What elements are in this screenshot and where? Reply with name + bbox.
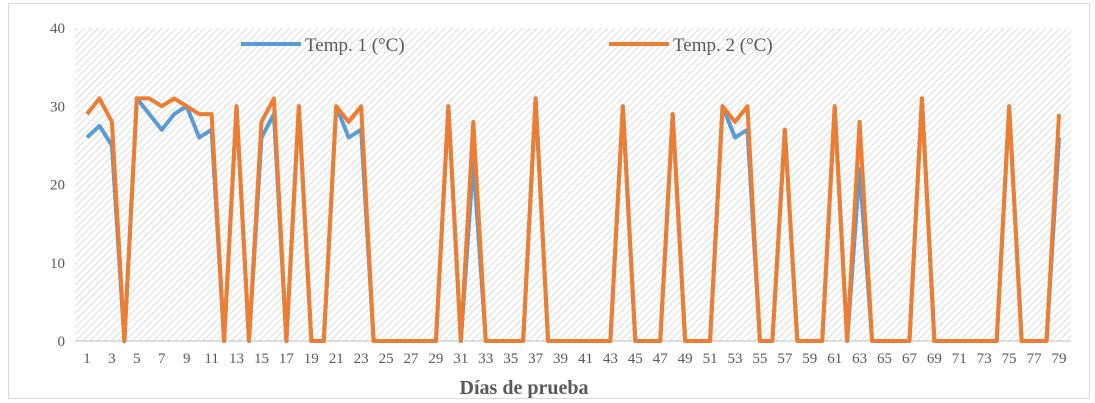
- x-tick-label: 27: [404, 351, 420, 367]
- x-tick-label: 45: [628, 351, 643, 367]
- x-tick-label: 43: [603, 351, 618, 367]
- plot-area: [75, 28, 1071, 341]
- x-tick-label: 23: [354, 351, 369, 367]
- x-tick-label: 17: [279, 351, 295, 367]
- x-tick-label: 53: [728, 351, 743, 367]
- x-tick-label: 19: [304, 351, 319, 367]
- y-tick-label: 40: [50, 21, 65, 37]
- x-axis: 1 3 5 7 9 11 13 15 17 19 21 23 25 27 29 31 33 35 37 39 41 43 4…: [75, 340, 1071, 367]
- x-tick-label: 7: [158, 351, 166, 367]
- x-tick-label: 71: [952, 351, 967, 367]
- legend-label-temp2: Temp. 2 (°C): [673, 35, 773, 56]
- x-tick-label: 1: [83, 351, 91, 367]
- x-tick-label: 35: [503, 351, 518, 367]
- x-tick-label: 49: [678, 351, 693, 367]
- x-tick-label: 47: [653, 351, 669, 367]
- y-tick-label: 30: [50, 99, 65, 115]
- chart-frame: 0 10 20 30 40 1 3 5 7 9 11 13 15 17 19 21 23 25 27 29 31 33 3…: [8, 3, 1090, 399]
- y-tick-label: 20: [50, 178, 65, 194]
- legend-label-temp1: Temp. 1 (°C): [305, 35, 405, 56]
- x-tick-label: 67: [902, 351, 918, 367]
- x-tick-label: 25: [379, 351, 394, 367]
- x-tick-label: 5: [133, 351, 141, 367]
- x-tick-label: 39: [553, 351, 568, 367]
- x-tick-label: 73: [977, 351, 992, 367]
- y-tick-label: 0: [58, 334, 66, 350]
- x-tick-label: 15: [254, 351, 269, 367]
- x-tick-label: 61: [827, 351, 842, 367]
- x-tick-label: 65: [877, 351, 892, 367]
- x-tick-label: 37: [528, 351, 544, 367]
- x-tick-label: 77: [1027, 351, 1043, 367]
- x-tick-label: 55: [752, 351, 767, 367]
- x-tick-label: 63: [852, 351, 867, 367]
- series-layer: [85, 96, 1061, 343]
- x-axis-title: Días de prueba: [460, 377, 589, 398]
- x-tick-label: 21: [329, 351, 344, 367]
- x-tick-label: 59: [802, 351, 817, 367]
- x-tick-label: 79: [1052, 351, 1067, 367]
- x-tick-label: 29: [428, 351, 443, 367]
- series-line-temp2: [85, 96, 1061, 343]
- legend: Temp. 1 (°C) Temp. 2 (°C): [241, 35, 773, 56]
- x-tick-label: 51: [703, 351, 718, 367]
- x-tick-label: 33: [478, 351, 493, 367]
- x-tick-label: 69: [927, 351, 942, 367]
- x-tick-label: 3: [108, 351, 116, 367]
- x-tick-label: 9: [183, 351, 191, 367]
- x-tick-label: 11: [204, 351, 218, 367]
- x-tick-label: 75: [1002, 351, 1017, 367]
- y-tick-label: 10: [50, 256, 65, 272]
- y-axis: 0 10 20 30 40: [50, 21, 65, 350]
- x-tick-label: 57: [777, 351, 793, 367]
- x-tick-label: 31: [453, 351, 468, 367]
- x-tick-label: 41: [578, 351, 593, 367]
- x-tick-label: 13: [229, 351, 244, 367]
